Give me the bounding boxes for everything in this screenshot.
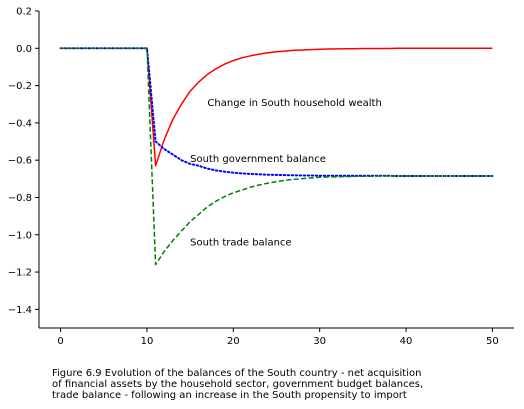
- annotation-trade-balance: South trade balance: [190, 238, 291, 249]
- axes: [38, 11, 514, 329]
- annotations: Change in South household wealth South go…: [190, 98, 382, 249]
- y-tick-label: −0.6: [8, 156, 32, 167]
- y-tick-label: −0.4: [8, 118, 32, 129]
- x-tick-label: 40: [400, 336, 413, 347]
- y-tick-label: −1.0: [8, 230, 32, 241]
- x-tick-label: 30: [313, 336, 326, 347]
- annotation-household-wealth: Change in South household wealth: [207, 98, 381, 109]
- x-tick-label: 50: [486, 336, 499, 347]
- x-tick-label: 0: [57, 336, 63, 347]
- y-tick-label: 0.2: [16, 7, 32, 18]
- y-tick-label: −0.8: [8, 193, 32, 204]
- caption-line-3: trade balance - following an increase in…: [52, 390, 407, 401]
- y-tick-label: 0.0: [16, 44, 32, 55]
- x-tick-label: 10: [141, 336, 154, 347]
- y-axis-ticks: 0.2 0.0 −0.2 −0.4 −0.6 −0.8 −1.0 −1.2 −1.4: [8, 7, 39, 316]
- caption-line-1: Figure 6.9 Evolution of the balances of …: [52, 368, 422, 379]
- x-tick-label: 20: [227, 336, 240, 347]
- x-axis-ticks: 0 10 20 30 40 50: [57, 328, 499, 347]
- caption-line-2: of financial assets by the household sec…: [52, 379, 424, 390]
- y-tick-label: −1.2: [8, 268, 32, 279]
- trade-balance-line: [60, 47, 493, 266]
- figure-caption: Figure 6.9 Evolution of the balances of …: [52, 368, 492, 401]
- series-lines: [59, 47, 494, 266]
- y-tick-label: −1.4: [8, 305, 32, 316]
- y-tick-label: −0.2: [8, 81, 32, 92]
- annotation-government-balance: South government balance: [190, 154, 326, 165]
